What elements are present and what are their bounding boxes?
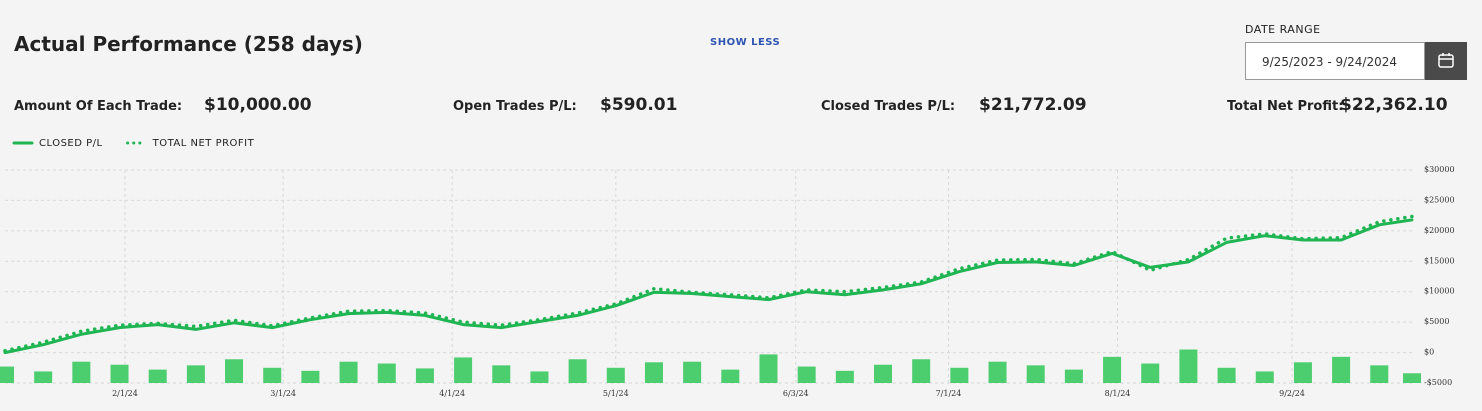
y-tick-label: -$5000 <box>1424 378 1452 387</box>
x-tick-label: 3/1/24 <box>270 389 296 398</box>
y-tick-label: $5000 <box>1424 317 1449 326</box>
bar <box>72 361 91 383</box>
bar <box>1370 365 1389 383</box>
bar <box>988 361 1007 383</box>
calendar-button[interactable] <box>1425 42 1467 80</box>
x-tick-label: 7/1/24 <box>936 389 962 398</box>
stat-label: Open Trades P/L: <box>453 99 577 114</box>
bar <box>1332 356 1351 383</box>
x-tick-label: 2/1/24 <box>112 389 138 398</box>
bar <box>683 361 702 383</box>
y-tick-label: $20000 <box>1424 226 1455 235</box>
dotted-line <box>3 214 1414 353</box>
bar <box>530 371 549 383</box>
page-title: Actual Performance (258 days) <box>14 32 363 56</box>
bar <box>1103 356 1122 383</box>
date-range-input[interactable]: 9/25/2023 - 9/24/2024 <box>1245 42 1425 80</box>
bar <box>1293 362 1312 383</box>
bar <box>1026 365 1045 383</box>
show-less-link[interactable]: SHOW LESS <box>710 37 781 48</box>
bar <box>225 359 244 383</box>
bar <box>263 367 282 383</box>
x-tick-label: 9/2/24 <box>1279 389 1305 398</box>
x-tick-label: 5/1/24 <box>603 389 629 398</box>
bar <box>1217 367 1236 383</box>
bar <box>874 364 893 383</box>
stat-label: Closed Trades P/L: <box>821 99 956 114</box>
y-tick-label: $25000 <box>1424 195 1455 204</box>
stat-value: $22,362.10 <box>1340 95 1448 115</box>
bar <box>377 363 396 383</box>
stat-label: Total Net Profit: <box>1227 99 1344 114</box>
y-tick-label: $10000 <box>1424 287 1455 296</box>
bar <box>759 354 778 383</box>
bar <box>186 365 205 383</box>
bar <box>1064 369 1083 383</box>
legend-label: CLOSED P/L <box>39 138 103 149</box>
bar <box>1141 363 1160 383</box>
bar <box>644 362 663 383</box>
date-range-label: DATE RANGE <box>1245 23 1321 36</box>
stat-value: $10,000.00 <box>204 95 312 115</box>
bar <box>950 367 969 383</box>
bar <box>721 369 740 383</box>
y-tick-label: $15000 <box>1424 256 1455 265</box>
bar <box>912 359 931 383</box>
bar <box>339 361 358 383</box>
bar <box>606 367 625 383</box>
bar <box>492 365 511 383</box>
line <box>3 218 1414 355</box>
bar <box>797 366 816 383</box>
legend-label: TOTAL NET PROFIT <box>152 138 255 149</box>
bar <box>1179 349 1198 383</box>
bar <box>835 370 854 383</box>
x-tick-label: 6/3/24 <box>783 389 809 398</box>
bar <box>1255 371 1274 383</box>
bar <box>454 357 473 383</box>
bar <box>415 368 434 383</box>
stat-value: $590.01 <box>600 95 678 115</box>
stat-value: $21,772.09 <box>979 95 1087 115</box>
bar <box>148 369 167 383</box>
bar <box>0 366 14 383</box>
x-tick-label: 4/1/24 <box>439 389 465 398</box>
calendar-icon <box>1438 53 1454 68</box>
x-tick-label: 8/1/24 <box>1105 389 1131 398</box>
stat-label: Amount Of Each Trade: <box>14 99 183 114</box>
bar <box>568 359 587 383</box>
y-tick-label: $30000 <box>1424 165 1455 174</box>
y-tick-label: $0 <box>1424 348 1434 357</box>
bar <box>110 364 129 383</box>
bar <box>34 371 53 383</box>
bar <box>301 370 320 383</box>
bar <box>1403 373 1421 383</box>
